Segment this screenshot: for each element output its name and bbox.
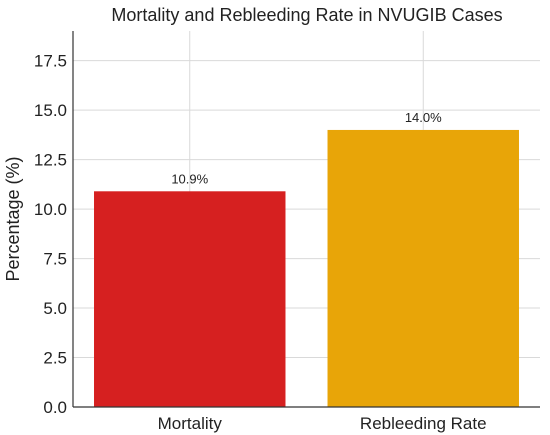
x-axis-ticks: Mortality Rebleeding Rate xyxy=(158,414,487,433)
y-tick-label: 10.0 xyxy=(34,200,67,219)
y-tick-label: 2.5 xyxy=(43,349,67,368)
y-axis-ticks: 0.0 2.5 5.0 7.5 10.0 12.5 15.0 17.5 xyxy=(34,52,67,417)
data-label: 14.0% xyxy=(405,110,442,125)
data-label: 10.9% xyxy=(171,171,208,186)
y-tick-label: 12.5 xyxy=(34,151,67,170)
bars xyxy=(94,129,519,407)
data-labels: 10.9% 14.0% xyxy=(171,110,442,186)
y-tick-label: 17.5 xyxy=(34,52,67,71)
bar-rebleeding-rate xyxy=(327,129,519,407)
y-tick-label: 0.0 xyxy=(43,398,67,417)
y-axis-label: Percentage (%) xyxy=(3,156,23,281)
y-tick-label: 5.0 xyxy=(43,299,67,318)
y-tick-label: 15.0 xyxy=(34,101,67,120)
x-tick-label: Mortality xyxy=(158,414,223,433)
bar-mortality xyxy=(94,191,286,407)
chart-title: Mortality and Rebleeding Rate in NVUGIB … xyxy=(111,5,502,25)
x-tick-label: Rebleeding Rate xyxy=(360,414,487,433)
y-tick-label: 7.5 xyxy=(43,250,67,269)
